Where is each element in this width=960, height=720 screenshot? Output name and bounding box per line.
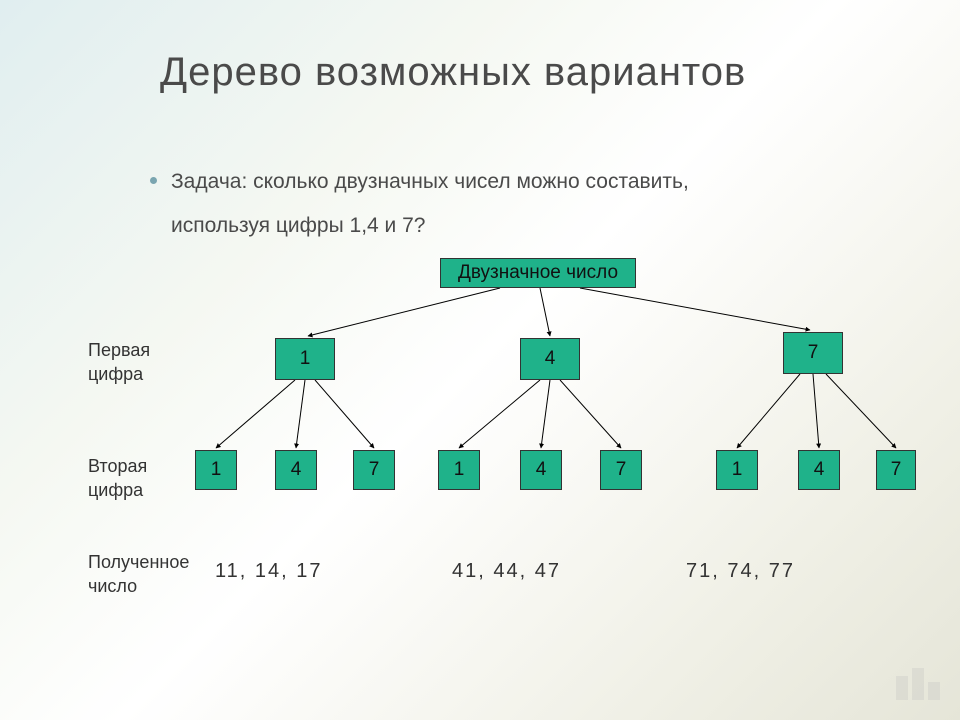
- label-first-digit: Первая цифра: [88, 338, 150, 387]
- tree-level2-node: 4: [798, 450, 840, 490]
- tree-level1-node: 4: [520, 338, 580, 380]
- tree-edge: [308, 288, 500, 336]
- tree-edge: [737, 374, 800, 448]
- tree-edge: [315, 380, 374, 448]
- label-second-digit: Вторая цифра: [88, 454, 147, 503]
- tree-level1-node: 7: [783, 332, 843, 374]
- tree-edge: [813, 374, 819, 448]
- task-text: Задача: сколько двузначных чисел можно с…: [150, 160, 689, 248]
- tree-edge: [826, 374, 896, 448]
- tree-level2-node: 1: [195, 450, 237, 490]
- task-line1: Задача: сколько двузначных чисел можно с…: [171, 170, 689, 193]
- slide: Дерево возможных вариантов Задача: сколь…: [0, 0, 960, 720]
- tree-level2-node: 1: [716, 450, 758, 490]
- result-group: 71, 74, 77: [686, 560, 795, 583]
- tree-edge: [560, 380, 621, 448]
- tree-edge: [541, 380, 550, 448]
- tree-level2-node: 7: [876, 450, 916, 490]
- tree-edge: [540, 288, 550, 336]
- tree-root-label: Двузначное число: [458, 262, 618, 284]
- bullet-icon: [150, 177, 157, 184]
- tree-edge: [459, 380, 540, 448]
- slide-title: Дерево возможных вариантов: [160, 50, 746, 95]
- tree-level2-node: 7: [600, 450, 642, 490]
- tree-edge: [296, 380, 305, 448]
- tree-level1-node: 1: [275, 338, 335, 380]
- task-line2: используя цифры 1,4 и 7?: [171, 204, 689, 248]
- tree-level2-node: 7: [353, 450, 395, 490]
- tree-root-node: Двузначное число: [440, 258, 636, 288]
- result-group: 11, 14, 17: [215, 560, 322, 583]
- tree-edge: [580, 288, 810, 330]
- tree-edge: [216, 380, 295, 448]
- tree-level2-node: 4: [275, 450, 317, 490]
- result-group: 41, 44, 47: [452, 560, 561, 583]
- tree-level2-node: 4: [520, 450, 562, 490]
- label-result: Полученное число: [88, 550, 189, 599]
- tree-level2-node: 1: [438, 450, 480, 490]
- corner-decoration-icon: [894, 662, 942, 702]
